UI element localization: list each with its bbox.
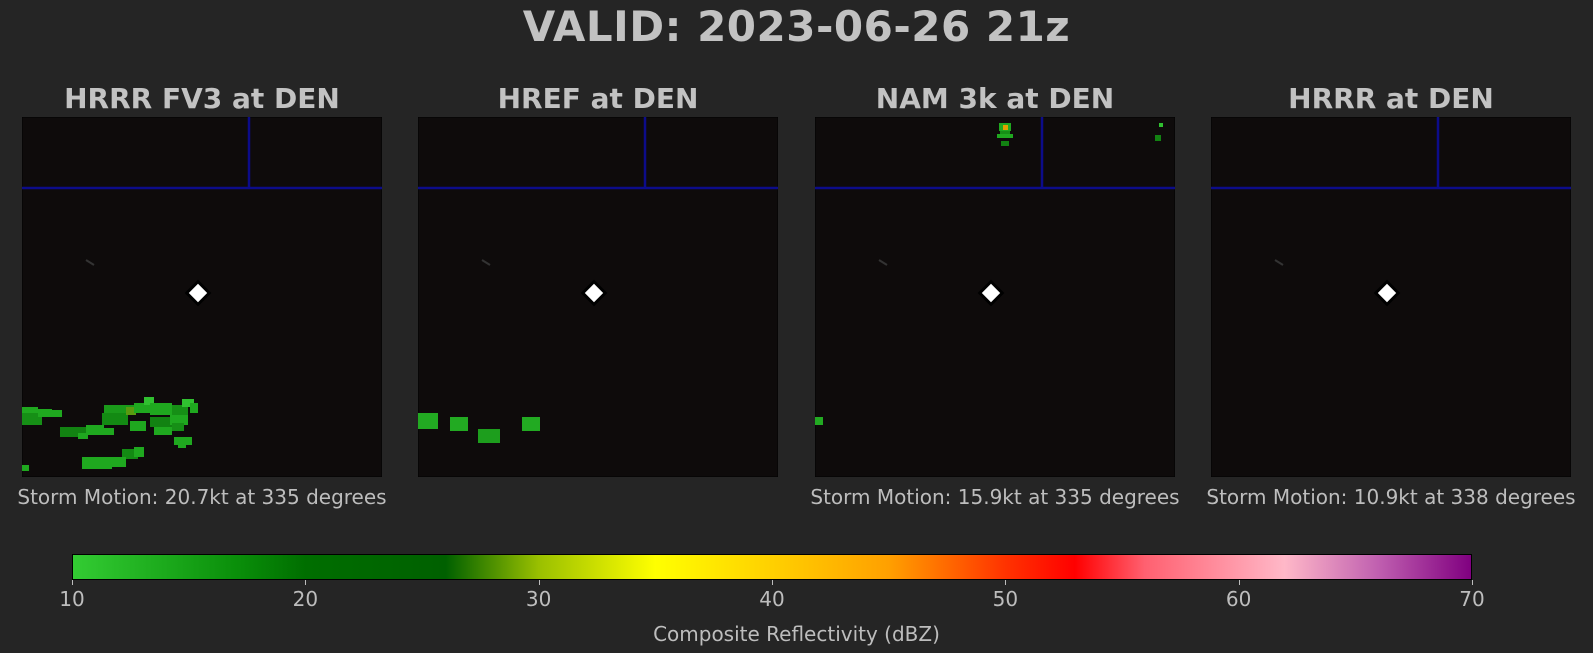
storm-motion: Storm Motion: 20.7kt at 335 degrees	[17, 485, 387, 509]
panel-title: HRRR FV3 at DEN	[64, 82, 340, 115]
colorbar-tickmark	[72, 580, 73, 585]
echo-cells	[815, 123, 1163, 425]
colorbar-tick-label: 50	[992, 587, 1019, 611]
colorbar-label: Composite Reflectivity (dBZ)	[653, 622, 940, 646]
colorbar-tick-label: 10	[59, 587, 85, 611]
echo-cells	[418, 413, 540, 443]
reflectivity-map	[22, 117, 382, 477]
terrain-mark	[878, 259, 888, 266]
station-marker	[580, 279, 608, 307]
colorbar-tickmark	[305, 580, 307, 585]
terrain-mark	[1274, 259, 1284, 266]
colorbar-tickmark	[1238, 580, 1240, 585]
colorbar-tickmark	[1005, 580, 1007, 585]
figure-title: VALID: 2023-06-26 21z	[522, 2, 1071, 51]
panel-title: HRRR at DEN	[1288, 82, 1494, 115]
station-marker	[977, 279, 1005, 307]
colorbar	[72, 554, 1472, 580]
reflectivity-map	[1211, 117, 1571, 477]
colorbar-tick-label: 60	[1225, 587, 1252, 611]
station-marker	[184, 279, 212, 307]
storm-motion: Storm Motion: 10.9kt at 338 degrees	[1206, 485, 1576, 509]
colorbar-tick-label: 20	[292, 587, 319, 611]
echo-cells	[22, 397, 198, 471]
terrain-mark	[85, 259, 95, 266]
storm-motion: Storm Motion: 15.9kt at 335 degrees	[810, 485, 1180, 509]
panel-title: HREF at DEN	[497, 82, 699, 115]
reflectivity-map	[815, 117, 1175, 477]
terrain-mark	[481, 259, 491, 266]
colorbar-tickmark	[772, 580, 773, 585]
colorbar-tickmark	[538, 580, 540, 585]
colorbar-tick-label: 40	[759, 587, 785, 611]
colorbar-tickmark	[1472, 580, 1473, 585]
panel-title: NAM 3k at DEN	[875, 82, 1115, 115]
colorbar-tick-label: 70	[1459, 587, 1485, 611]
station-marker	[1373, 279, 1401, 307]
reflectivity-map	[418, 117, 778, 477]
colorbar-tick-label: 30	[525, 587, 552, 611]
